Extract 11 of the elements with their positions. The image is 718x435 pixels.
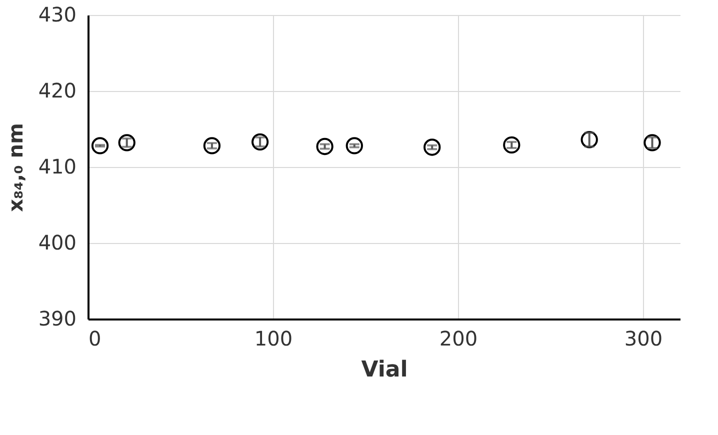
- y-tick-label: 420: [38, 78, 76, 102]
- x-axis-title: Vial: [361, 358, 408, 382]
- y-tick-label: 410: [38, 154, 76, 178]
- y-tick-label: 400: [38, 230, 76, 254]
- x-tick-label: 100: [254, 326, 293, 350]
- x-tick-label: 200: [439, 326, 478, 350]
- x-tick-label: 0: [88, 326, 102, 350]
- x-tick-label: 300: [624, 326, 663, 350]
- y-tick-label: 430: [38, 2, 76, 26]
- y-tick-label: 390: [38, 306, 76, 330]
- y-axis-title: x₈₄,₀ nm: [3, 123, 28, 212]
